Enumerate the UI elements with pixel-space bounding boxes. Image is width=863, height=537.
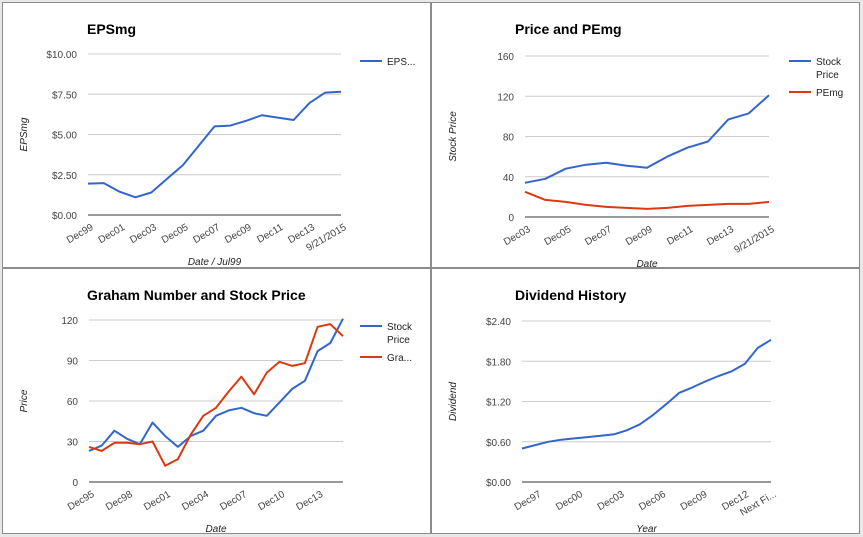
x-tick-label: Dec00 [554,489,585,513]
x-tick-label: Dec13 [705,224,736,248]
x-tick-label: Dec01 [97,222,128,246]
y-tick-label: $5.00 [52,131,77,142]
x-axis-label: Date / Jul99 [188,257,242,268]
x-tick-label: Dec13 [295,489,326,513]
graham-chart-panel: Graham Number and Stock Price 0 30 60 90 120 D… [2,268,431,535]
y-tick-label: 40 [503,173,515,184]
x-tick-label: 9/21/2015 [732,224,776,256]
y-axis-label: Price [19,389,30,412]
legend-label: Price [816,70,839,81]
y-tick-label: 60 [67,397,79,408]
legend-label: EPS... [387,57,415,68]
x-tick-label: Dec07 [218,489,249,513]
x-tick-label: Dec03 [502,224,533,248]
y-tick-label: 0 [508,213,514,224]
x-tick-label: Dec09 [679,489,710,513]
x-tick-label: Dec11 [665,224,695,248]
y-tick-label: $2.40 [486,317,511,328]
y-tick-label: 30 [67,438,79,449]
y-axis-label: EPSmg [19,117,30,151]
series-line-0 [521,338,772,450]
x-tick-label: Dec03 [128,222,159,246]
series-line-0 [87,90,342,199]
x-tick-label: Dec10 [256,489,287,513]
legend-label: Gra... [387,353,412,364]
x-tick-label: Dec04 [180,489,211,513]
chart-title: EPSmg [87,21,136,37]
y-tick-label: 120 [497,92,514,103]
price-pe-chart: Price and PEmg 0 40 80 120 160 Dec03 Dec05 Dec07… [448,21,843,270]
x-tick-label: Dec09 [624,224,655,248]
graham-chart: Graham Number and Stock Price 0 30 60 90 120 D… [19,287,413,535]
y-tick-label: 80 [503,133,515,144]
x-axis-label: Year [636,524,657,535]
y-tick-label: $0.00 [52,211,77,222]
y-tick-label: $1.20 [486,398,511,409]
x-tick-label: Dec97 [513,489,544,513]
x-tick-label: Dec03 [596,489,627,513]
x-tick-label: Dec06 [637,489,668,513]
series-line-1 [88,323,344,467]
x-tick-label: Dec95 [66,489,97,513]
y-tick-label: $7.50 [52,90,77,101]
x-axis-label: Date [205,524,227,535]
y-tick-label: 120 [61,316,78,327]
legend-label: Price [387,335,410,346]
y-axis-label: Dividend [448,382,459,421]
y-tick-label: $10.00 [46,50,77,61]
legend-label: PEmg [816,88,843,99]
legend-label: Stock [387,322,413,333]
dividend-chart: Dividend History $0.00 $0.60 $1.20 $1.80 $2.4… [448,287,779,535]
legend-label: Stock [816,57,842,68]
x-axis-label: Date [636,259,658,270]
x-tick-label: Dec01 [142,489,173,513]
x-tick-label: Dec11 [255,222,285,246]
price-pe-chart-panel: Price and PEmg 0 40 80 120 160 Dec03 Dec05 Dec07… [431,2,860,270]
x-tick-label: Dec07 [583,224,614,248]
eps-chart-panel: EPSmg $0.00 $2.50 $5.00 $7.50 $10.00 Dec99 Dec0… [2,2,431,268]
series-line-1 [524,190,770,210]
chart-title: Dividend History [515,287,626,303]
x-tick-label: Dec09 [223,222,254,246]
x-tick-label: Dec05 [160,222,191,246]
y-tick-label: 90 [67,357,79,368]
y-tick-label: $0.00 [486,478,511,489]
x-tick-label: Dec98 [104,489,135,513]
y-tick-label: $0.60 [486,438,511,449]
x-tick-label: Dec05 [543,224,574,248]
chart-title: Graham Number and Stock Price [87,287,306,303]
y-tick-label: 0 [72,478,78,489]
y-tick-label: $1.80 [486,357,511,368]
chart-title: Price and PEmg [515,21,622,37]
y-tick-label: $2.50 [52,171,77,182]
y-axis-label: Stock Price [448,111,459,162]
x-tick-label: Dec07 [191,222,222,246]
series-line-0 [524,94,770,184]
x-tick-label: Dec99 [65,222,96,246]
series-line-0 [88,318,344,452]
y-tick-label: 160 [497,52,514,63]
dividend-chart-panel: Dividend History $0.00 $0.60 $1.20 $1.80 $2.4… [431,268,860,535]
